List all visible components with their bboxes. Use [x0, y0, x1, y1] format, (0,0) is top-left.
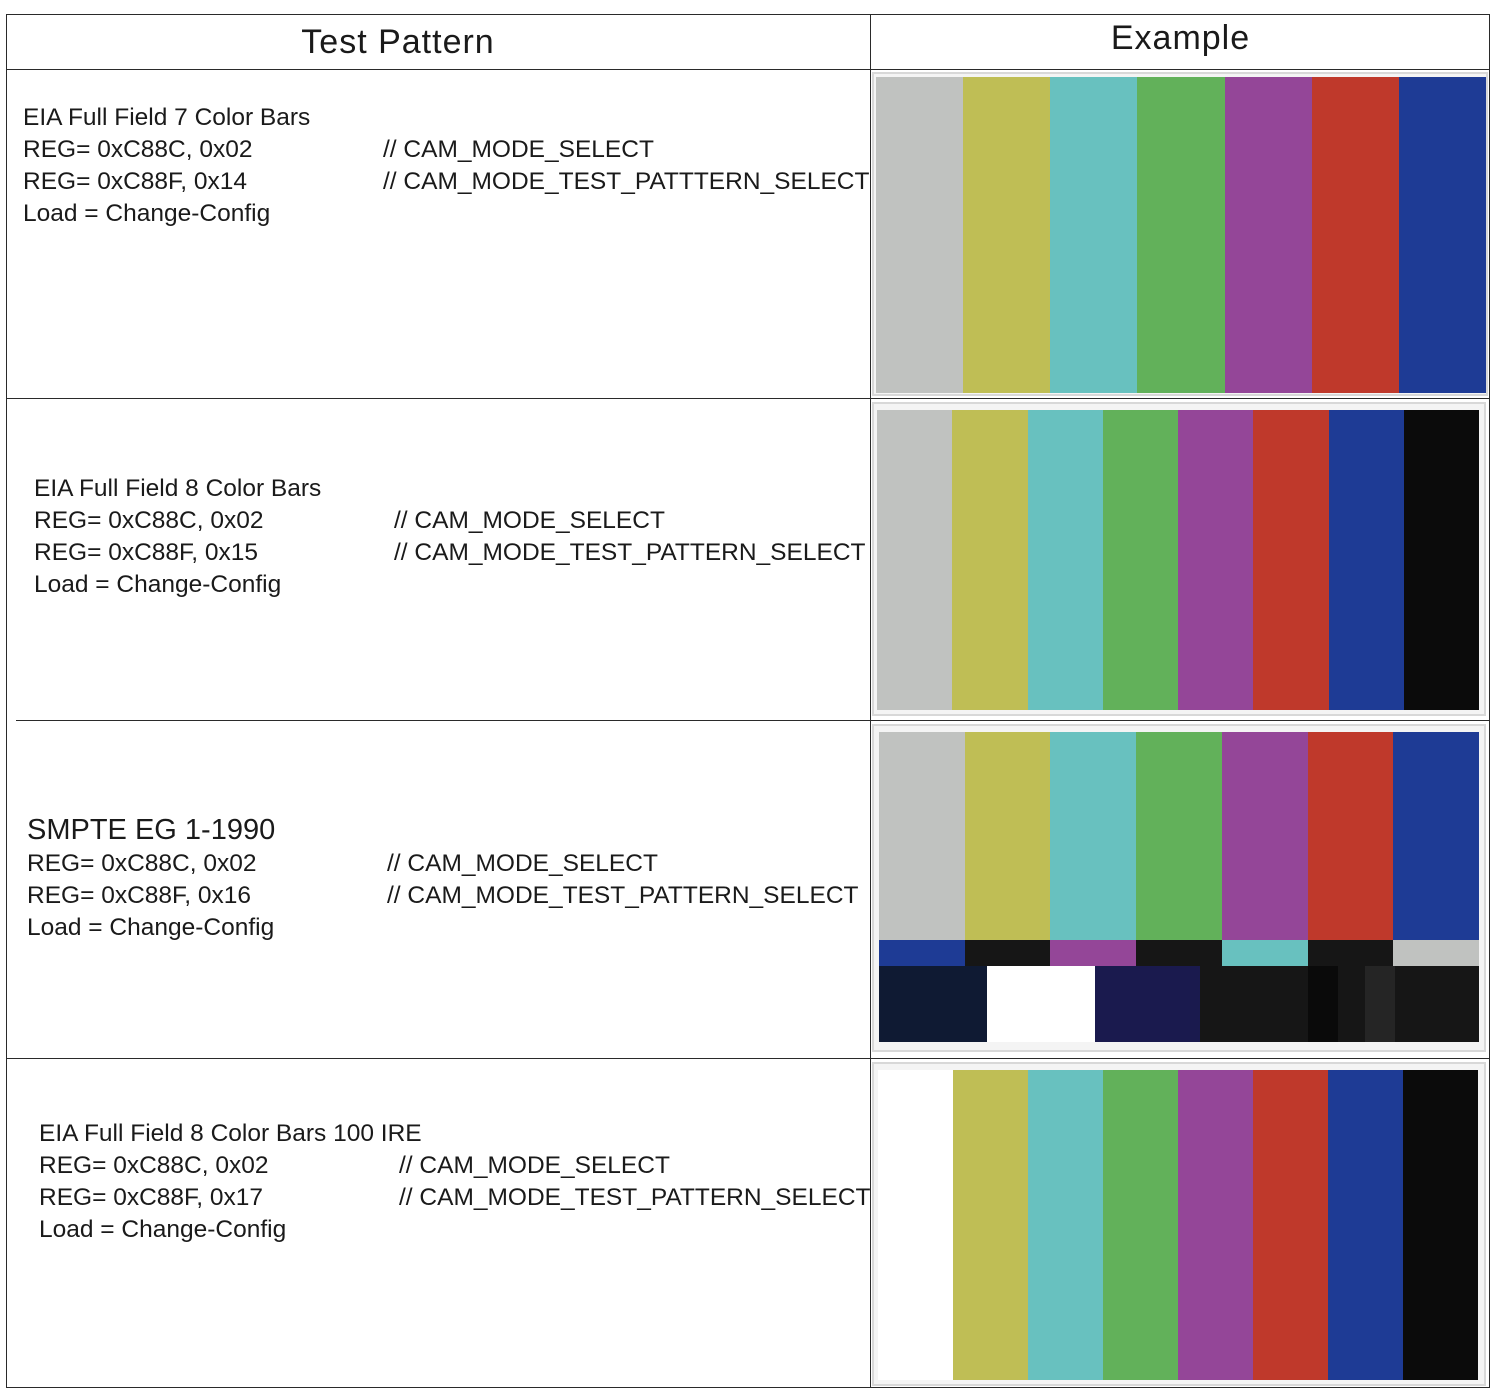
- color-bar: [1253, 410, 1329, 710]
- register-line: REG= 0xC88F, 0x17: [39, 1184, 264, 1211]
- color-bar: [1221, 940, 1308, 966]
- example-image-3: [872, 724, 1486, 1052]
- color-bar: [1253, 1070, 1328, 1380]
- color-bars: [876, 77, 1486, 393]
- color-bar: [1398, 77, 1486, 393]
- pattern-title: EIA Full Field 8 Color Bars 100 IRE: [39, 1120, 422, 1147]
- column-divider: [870, 14, 871, 1388]
- example-image-4: [872, 1062, 1486, 1386]
- register-comment: // CAM_MODE_TEST_PATTERN_SELECT: [394, 539, 866, 566]
- register-line: REG= 0xC88F, 0x16: [27, 882, 252, 909]
- color-bar: [1224, 77, 1312, 393]
- register-comment: // CAM_MODE_SELECT: [387, 850, 658, 877]
- register-comment: // CAM_MODE_TEST_PATTERN_SELECT: [387, 882, 859, 909]
- load-line: Load = Change-Config: [39, 1216, 287, 1243]
- color-bar: [1403, 1070, 1478, 1380]
- color-bar: [964, 732, 1051, 940]
- register-line: REG= 0xC88F, 0x15: [34, 539, 259, 566]
- register-comment: // CAM_MODE_SELECT: [399, 1152, 670, 1179]
- color-bar: [952, 410, 1028, 710]
- color-bar: [1050, 732, 1137, 940]
- color-bar: [879, 732, 965, 940]
- color-bar: [1027, 410, 1103, 710]
- register-line: REG= 0xC88F, 0x14: [23, 168, 248, 195]
- color-bar: [1221, 732, 1308, 940]
- color-bar: [963, 77, 1051, 393]
- register-line: REG= 0xC88C, 0x02: [34, 507, 264, 534]
- color-bar: [876, 77, 964, 393]
- reverse-bars: [879, 940, 1480, 966]
- load-line: Load = Change-Config: [27, 914, 275, 941]
- color-bar: [879, 940, 965, 966]
- pattern-description-4: EIA Full Field 8 Color Bars 100 IRE REG=…: [39, 1118, 871, 1246]
- color-bar: [1328, 410, 1404, 710]
- color-bar: [953, 1070, 1028, 1380]
- example-image-2: [872, 402, 1486, 716]
- color-bar: [1307, 732, 1394, 940]
- color-bar: [1311, 77, 1399, 393]
- pluge-bars: [879, 966, 1479, 1042]
- color-bar: [1050, 77, 1138, 393]
- color-bar: [877, 410, 953, 710]
- header-test-pattern: Test Pattern: [301, 22, 495, 61]
- color-bar: [1050, 940, 1137, 966]
- example-image-1: [872, 72, 1488, 396]
- color-bar: [964, 940, 1051, 966]
- pattern-table: [6, 14, 1490, 1388]
- color-bars: [878, 1070, 1478, 1380]
- register-line: REG= 0xC88C, 0x02: [27, 850, 257, 877]
- register-line: REG= 0xC88C, 0x02: [23, 136, 253, 163]
- color-bar: [878, 1070, 953, 1380]
- color-bar: [1136, 940, 1222, 966]
- color-bar: [1328, 1070, 1403, 1380]
- register-comment: // CAM_MODE_TEST_PATTTERN_SELECT: [383, 168, 870, 195]
- color-bar: [1393, 732, 1480, 940]
- pattern-description-2: EIA Full Field 8 Color Bars REG= 0xC88C,…: [34, 473, 866, 601]
- color-bar: [1095, 966, 1200, 1042]
- color-bar: [1403, 410, 1479, 710]
- row-divider-3: [6, 1058, 1490, 1059]
- color-bar: [1178, 1070, 1253, 1380]
- color-bar: [987, 966, 1095, 1042]
- color-bar: [1178, 410, 1254, 710]
- header-example: Example: [1110, 18, 1251, 57]
- pattern-title: EIA Full Field 7 Color Bars: [23, 104, 311, 131]
- pattern-description-1: EIA Full Field 7 Color Bars REG= 0xC88C,…: [23, 102, 869, 230]
- color-bar: [1338, 966, 1365, 1042]
- color-bar: [1200, 966, 1308, 1042]
- pattern-title: EIA Full Field 8 Color Bars: [34, 475, 322, 502]
- color-bar: [1395, 966, 1479, 1042]
- color-bar: [1393, 940, 1480, 966]
- color-bar: [1028, 1070, 1103, 1380]
- header-divider: [6, 69, 1490, 70]
- load-line: Load = Change-Config: [34, 571, 282, 598]
- pattern-title: SMPTE EG 1-1990: [27, 814, 276, 846]
- register-comment: // CAM_MODE_SELECT: [383, 136, 654, 163]
- register-line: REG= 0xC88C, 0x02: [39, 1152, 269, 1179]
- row-divider-1: [6, 398, 1490, 399]
- load-line: Load = Change-Config: [23, 200, 271, 227]
- color-bar: [1308, 966, 1338, 1042]
- color-bar: [879, 966, 987, 1042]
- color-bar: [1103, 1070, 1178, 1380]
- color-bar: [1137, 77, 1225, 393]
- register-comment: // CAM_MODE_TEST_PATTERN_SELECT: [399, 1184, 871, 1211]
- register-comment: // CAM_MODE_SELECT: [394, 507, 665, 534]
- color-bar: [1102, 410, 1178, 710]
- color-bar: [1307, 940, 1394, 966]
- color-bars: [877, 410, 1479, 710]
- color-bar: [1136, 732, 1222, 940]
- color-bars: [879, 732, 1480, 940]
- pattern-description-3: SMPTE EG 1-1990 REG= 0xC88C, 0x02 // CAM_…: [27, 812, 859, 944]
- row-divider-2: [16, 720, 1490, 721]
- color-bar: [1365, 966, 1395, 1042]
